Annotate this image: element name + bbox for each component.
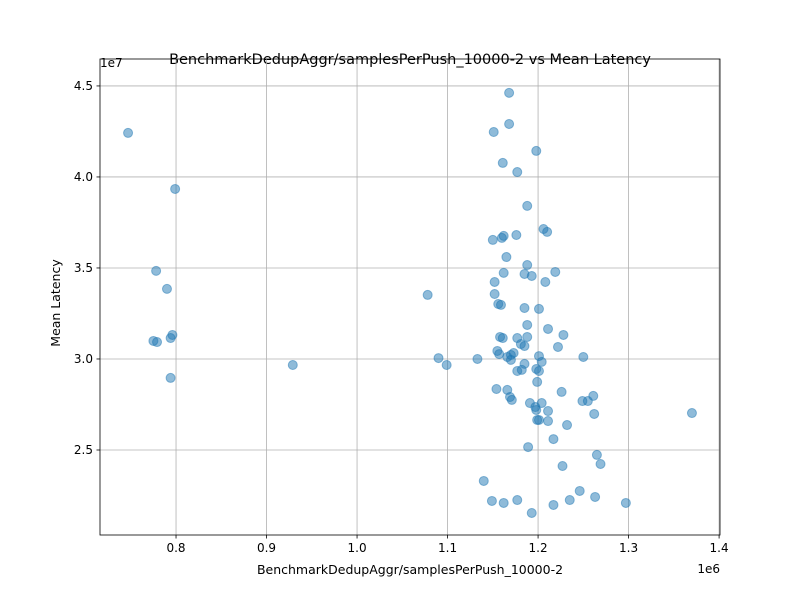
x-axis-label: BenchmarkDedupAggr/samplesPerPush_10000-… [257, 562, 563, 577]
scatter-point [532, 376, 543, 387]
scatter-point [512, 167, 523, 178]
scatter-point [511, 230, 522, 241]
scatter-point [519, 341, 530, 352]
scatter-point [489, 276, 500, 287]
scatter-point [552, 341, 563, 352]
scatter-point [533, 303, 544, 314]
scatter-point [498, 267, 509, 278]
scatter-point [522, 260, 533, 271]
scatter-point [548, 499, 559, 510]
x-tick-label: 0.8 [166, 541, 185, 555]
scatter-point [531, 145, 542, 156]
y-tick-label: 4.5 [74, 79, 93, 93]
scatter-point [152, 337, 163, 348]
scatter-point [123, 127, 134, 138]
scatter-point [543, 416, 554, 427]
scatter-point [523, 442, 534, 453]
scatter-point [590, 491, 601, 502]
scatter-point [487, 234, 498, 245]
scatter-point [595, 459, 606, 470]
x-tick-label: 1.0 [348, 541, 367, 555]
y-tick-label: 3.5 [74, 261, 93, 275]
scatter-point [505, 354, 516, 365]
scatter-point [526, 270, 537, 281]
scatter-point [526, 507, 537, 518]
scatter-point [489, 288, 500, 299]
scatter-point [151, 265, 162, 276]
scatter-point [589, 408, 600, 419]
scatter-point [620, 497, 631, 508]
scatter-point [165, 372, 176, 383]
scatter-point [441, 359, 452, 370]
x-tick-label: 1.2 [529, 541, 548, 555]
scatter-point [478, 475, 489, 486]
scatter-point [533, 365, 544, 376]
scatter-point [504, 118, 515, 129]
scatter-point [501, 252, 512, 263]
scatter-point [522, 200, 533, 211]
scatter-point [522, 331, 533, 342]
y-tick-label: 3.0 [74, 352, 93, 366]
x-tick-label: 0.9 [257, 541, 276, 555]
scatter-point [512, 495, 523, 506]
scatter-point [548, 434, 559, 445]
scatter-point [497, 333, 508, 344]
scatter-point [422, 289, 433, 300]
scatter-point [165, 333, 176, 344]
scatter-point [494, 349, 505, 360]
scatter-point [495, 299, 506, 310]
scatter-point [516, 364, 527, 375]
scatter-point [531, 404, 542, 415]
x-tick-label: 1.1 [438, 541, 457, 555]
scatter-point [533, 414, 544, 425]
scatter-point [562, 420, 573, 431]
scatter-point [582, 396, 593, 407]
scatter-point [542, 226, 553, 237]
scatter-point [543, 323, 554, 334]
y-tick-label: 2.5 [74, 443, 93, 457]
scatter-point [522, 319, 533, 330]
y-tick-label: 4.0 [74, 170, 93, 184]
plot-frame [99, 58, 721, 536]
scatter-point [540, 276, 551, 287]
scatter-point [486, 495, 497, 506]
y-offset-label: 1e7 [100, 56, 123, 70]
x-tick-label: 1.4 [710, 541, 729, 555]
x-offset-label: 1e6 [697, 562, 720, 576]
scatter-point [519, 303, 530, 314]
scatter-point [550, 266, 561, 277]
scatter-point [536, 356, 547, 367]
scatter-point [557, 461, 568, 472]
scatter-point [574, 485, 585, 496]
scatter-point [433, 353, 444, 364]
scatter-point [543, 406, 554, 417]
x-tick-label: 1.3 [619, 541, 638, 555]
scatter-point [170, 183, 181, 194]
scatter-point [498, 497, 509, 508]
scatter-point [287, 359, 298, 370]
scatter-point [161, 283, 172, 294]
scatter-point [578, 351, 589, 362]
scatter-point [506, 394, 517, 405]
scatter-point [564, 495, 575, 506]
scatter-point [591, 449, 602, 460]
scatter-point [497, 157, 508, 168]
scatter-point [504, 87, 515, 98]
scatter-point [556, 386, 567, 397]
scatter-point [686, 408, 697, 419]
chart-title: BenchmarkDedupAggr/samplesPerPush_10000-… [169, 52, 651, 68]
scatter-point [488, 126, 499, 137]
scatter-point [472, 353, 483, 364]
scatter-point [558, 329, 569, 340]
scatter-point [491, 384, 502, 395]
y-axis-label: Mean Latency [48, 259, 63, 347]
scatter-point [496, 232, 507, 243]
